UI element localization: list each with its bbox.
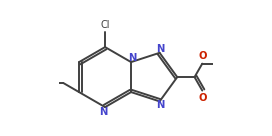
Text: N: N [128, 53, 137, 63]
Text: Cl: Cl [100, 20, 110, 30]
Text: N: N [100, 107, 108, 117]
Text: O: O [199, 51, 208, 61]
Text: N: N [156, 100, 165, 110]
Text: O: O [199, 93, 208, 103]
Text: N: N [156, 44, 165, 54]
